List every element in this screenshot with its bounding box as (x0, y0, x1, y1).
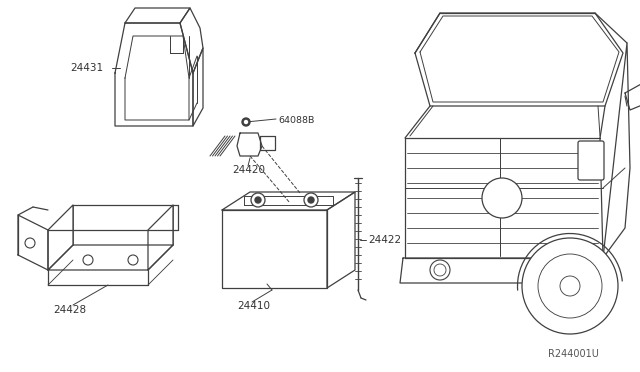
Text: 24410: 24410 (237, 301, 270, 311)
Circle shape (128, 255, 138, 265)
Circle shape (251, 193, 265, 207)
Circle shape (83, 255, 93, 265)
Text: R244001U: R244001U (548, 349, 599, 359)
FancyBboxPatch shape (578, 141, 604, 180)
Circle shape (25, 238, 35, 248)
Circle shape (242, 118, 250, 126)
Circle shape (304, 193, 318, 207)
Circle shape (560, 276, 580, 296)
Circle shape (430, 260, 450, 280)
Circle shape (538, 254, 602, 318)
Circle shape (482, 178, 522, 218)
Text: 24431: 24431 (70, 63, 103, 73)
Text: 24428: 24428 (53, 305, 86, 315)
Text: 64088B: 64088B (278, 115, 314, 125)
Circle shape (244, 121, 248, 124)
Circle shape (522, 238, 618, 334)
Text: 24420: 24420 (232, 165, 265, 175)
Circle shape (434, 264, 446, 276)
Text: 24422: 24422 (368, 235, 401, 245)
Circle shape (255, 197, 261, 203)
Circle shape (308, 197, 314, 203)
